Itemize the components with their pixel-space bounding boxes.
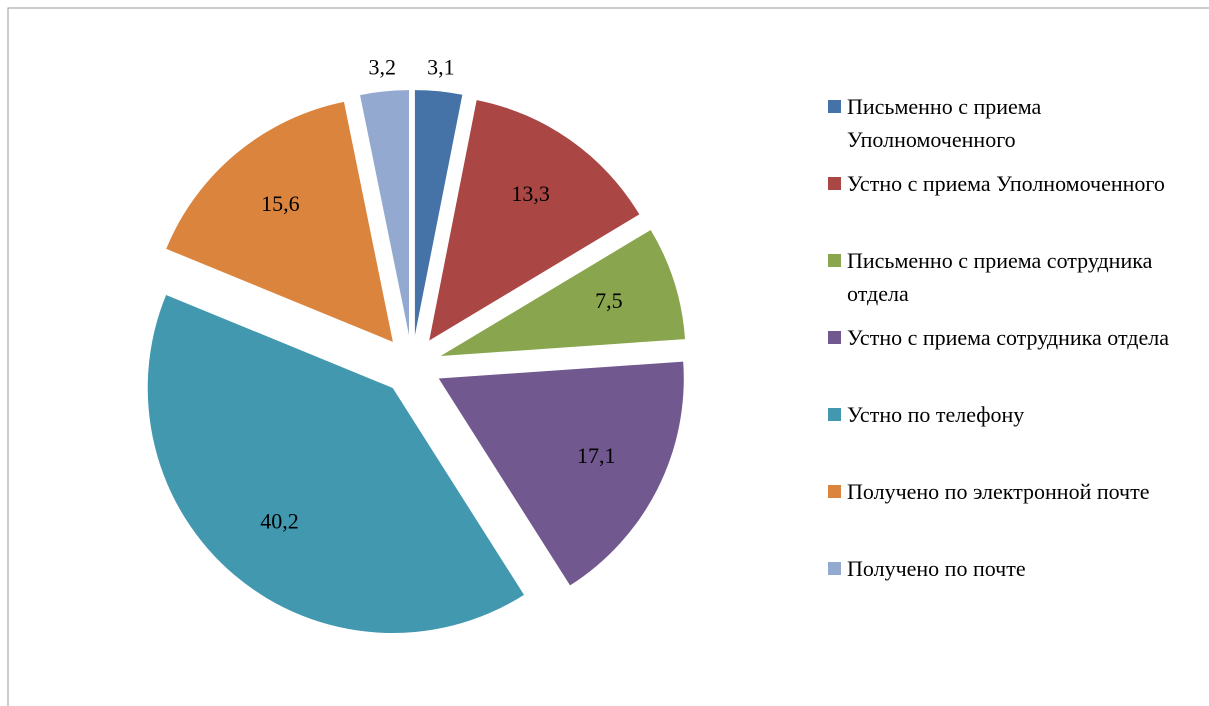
legend-swatch: [828, 254, 841, 267]
legend-item: Письменно с приема Уполномоченного: [828, 90, 1198, 156]
pie-slice: [147, 294, 525, 633]
legend-label: Письменно с приема Уполномоченного: [847, 94, 1042, 152]
data-label: 3,2: [368, 55, 396, 80]
legend-swatch: [828, 408, 841, 421]
legend-item: Устно с приема сотрудника отдела: [828, 321, 1198, 387]
legend-label: Получено по почте: [847, 556, 1026, 581]
data-label: 17,1: [577, 443, 616, 468]
legend-item: Получено по почте: [828, 552, 1198, 618]
legend-label: Устно с приема Уполномоченного: [847, 171, 1165, 196]
data-label: 40,2: [260, 508, 299, 533]
legend-label: Устно по телефону: [847, 402, 1025, 427]
legend-swatch: [828, 331, 841, 344]
legend-item: Получено по электронной почте: [828, 475, 1198, 541]
legend-label: Письменно с приема сотрудника отдела: [847, 248, 1153, 306]
pie-slice: [429, 100, 640, 341]
legend: Письменно с приема Уполномоченного Устно …: [828, 90, 1198, 629]
legend-item: Письменно с приема сотрудника отдела: [828, 244, 1198, 310]
legend-label: Получено по электронной почте: [847, 479, 1150, 504]
pie-slice: [414, 90, 463, 336]
data-label: 7,5: [595, 288, 623, 313]
frame: [7, 7, 1209, 706]
legend-swatch: [828, 100, 841, 113]
pie-slice: [440, 229, 686, 356]
legend-label: Устно с приема сотрудника отдела: [847, 325, 1169, 350]
legend-swatch: [828, 485, 841, 498]
pie-slice: [360, 90, 409, 336]
legend-item: Устно по телефону: [828, 398, 1198, 464]
legend-item: Устно с приема Уполномоченного: [828, 167, 1198, 233]
pie-slice: [166, 101, 393, 342]
data-label: 15,6: [261, 191, 300, 216]
data-label: 13,3: [511, 181, 550, 206]
data-label: 3,1: [427, 54, 455, 79]
pie-slice: [438, 361, 684, 586]
legend-swatch: [828, 177, 841, 190]
legend-swatch: [828, 562, 841, 575]
